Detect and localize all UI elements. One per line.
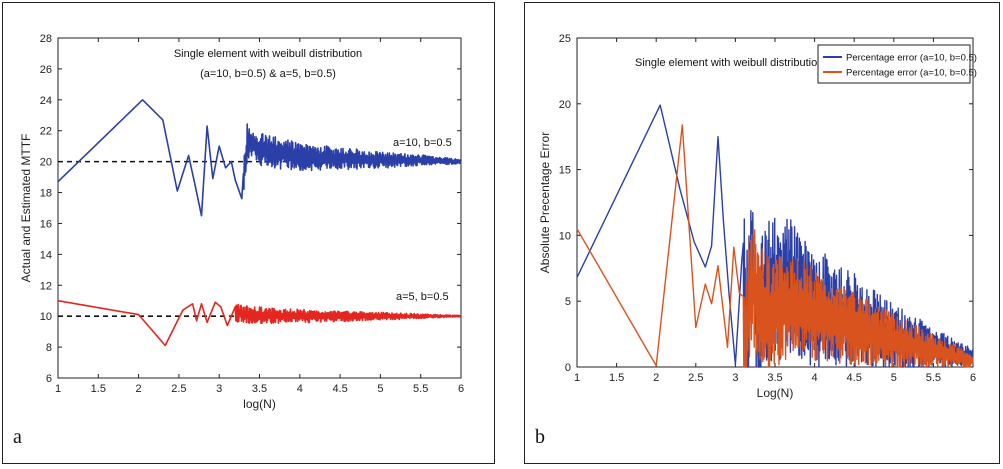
- series-line-2: [576, 124, 974, 368]
- x-tick-label: 4: [297, 383, 303, 395]
- y-tick-label: 20: [40, 157, 52, 169]
- x-tick-label: 3: [216, 383, 222, 395]
- y-tick-label: 28: [40, 33, 52, 45]
- x-tick-label: 1.5: [609, 372, 624, 384]
- chart-b-svg: 1 1.5 2 2.5 3 3.5 4 4.5 5 5.5 6 0 5 10 15 20 25 Log(N) Abs…: [538, 33, 977, 400]
- x-tick-label: 4.5: [332, 383, 347, 395]
- annotation-red: a=5, b=0.5: [396, 291, 449, 303]
- x-tick-label: 5: [377, 383, 383, 395]
- x-axis-label: log(N): [243, 397, 276, 411]
- x-tick-label: 4.5: [847, 372, 862, 384]
- x-tick-label: 2.5: [688, 372, 703, 384]
- x-tick-label: 1: [574, 372, 580, 384]
- y-tick-label: 14: [40, 249, 52, 261]
- chart-panel-b: 1 1.5 2 2.5 3 3.5 4 4.5 5 5.5 6 0 5 10 15 20 25 Log(N) Abs…: [524, 2, 1000, 464]
- x-tick-label: 5: [891, 372, 897, 384]
- chart-panel-a: 1 1.5 2 2.5 3 3.5 4 4.5 5 5.5 6 6 8 10 12 14 16 18 20 22 24 2…: [2, 2, 495, 464]
- panel-letter-b: b: [535, 426, 545, 448]
- y-tick-label: 6: [46, 373, 52, 385]
- annotation-blue: a=10, b=0.5: [393, 137, 452, 149]
- x-tick-label: 5.5: [926, 372, 941, 384]
- chart-title: Single element with weibull distribution: [174, 48, 362, 60]
- y-tick-label: 25: [559, 33, 571, 45]
- x-tick-label: 6: [458, 383, 464, 395]
- x-tick-label: 3.5: [767, 372, 782, 384]
- x-tick-label: 4: [812, 372, 818, 384]
- y-axis-label: Actual and Estimated MTTF: [19, 134, 33, 283]
- x-tick-label: 3.5: [252, 383, 267, 395]
- series-line-1: [57, 99, 462, 217]
- y-tick-label: 20: [559, 99, 571, 111]
- x-axis-label: Log(N): [757, 386, 794, 400]
- chart-a-svg: 1 1.5 2 2.5 3 3.5 4 4.5 5 5.5 6 6 8 10 12 14 16 18 20 22 24 2…: [19, 33, 464, 411]
- y-tick-label: 12: [40, 280, 52, 292]
- x-tick-label: 2.5: [171, 383, 186, 395]
- y-tick-label: 10: [559, 230, 571, 242]
- y-tick-label: 15: [559, 165, 571, 177]
- chart-title: Single element with weibull distribution: [635, 57, 823, 69]
- y-tick-label: 0: [565, 362, 571, 374]
- panel-letter-a: a: [13, 426, 22, 448]
- x-tick-label: 5.5: [413, 383, 428, 395]
- x-tick-label: 1: [55, 383, 61, 395]
- y-tick-label: 16: [40, 218, 52, 230]
- legend-box: [817, 44, 971, 84]
- series-line-2: [57, 299, 462, 347]
- y-tick-label: 10: [40, 311, 52, 323]
- y-tick-label: 18: [40, 188, 52, 200]
- y-tick-label: 24: [40, 95, 52, 107]
- y-axis-label: Absolute Precentage Error: [538, 132, 552, 273]
- x-tick-label: 1.5: [91, 383, 106, 395]
- y-tick-label: 5: [565, 296, 571, 308]
- legend-label-1: Percentage error (a=10, b=0.5): [846, 53, 977, 64]
- x-tick-label: 2: [653, 372, 659, 384]
- x-tick-label: 6: [970, 372, 976, 384]
- plot-frame: [57, 37, 462, 379]
- x-tick-label: 3: [732, 372, 738, 384]
- y-tick-label: 26: [40, 64, 52, 76]
- legend-label-2: Percentage error (a=10, b=0.5): [846, 68, 977, 79]
- x-tick-label: 2: [136, 383, 142, 395]
- y-tick-label: 22: [40, 126, 52, 138]
- y-tick-label: 8: [46, 342, 52, 354]
- chart-subtitle: (a=10, b=0.5) & a=5, b=0.5): [200, 68, 336, 80]
